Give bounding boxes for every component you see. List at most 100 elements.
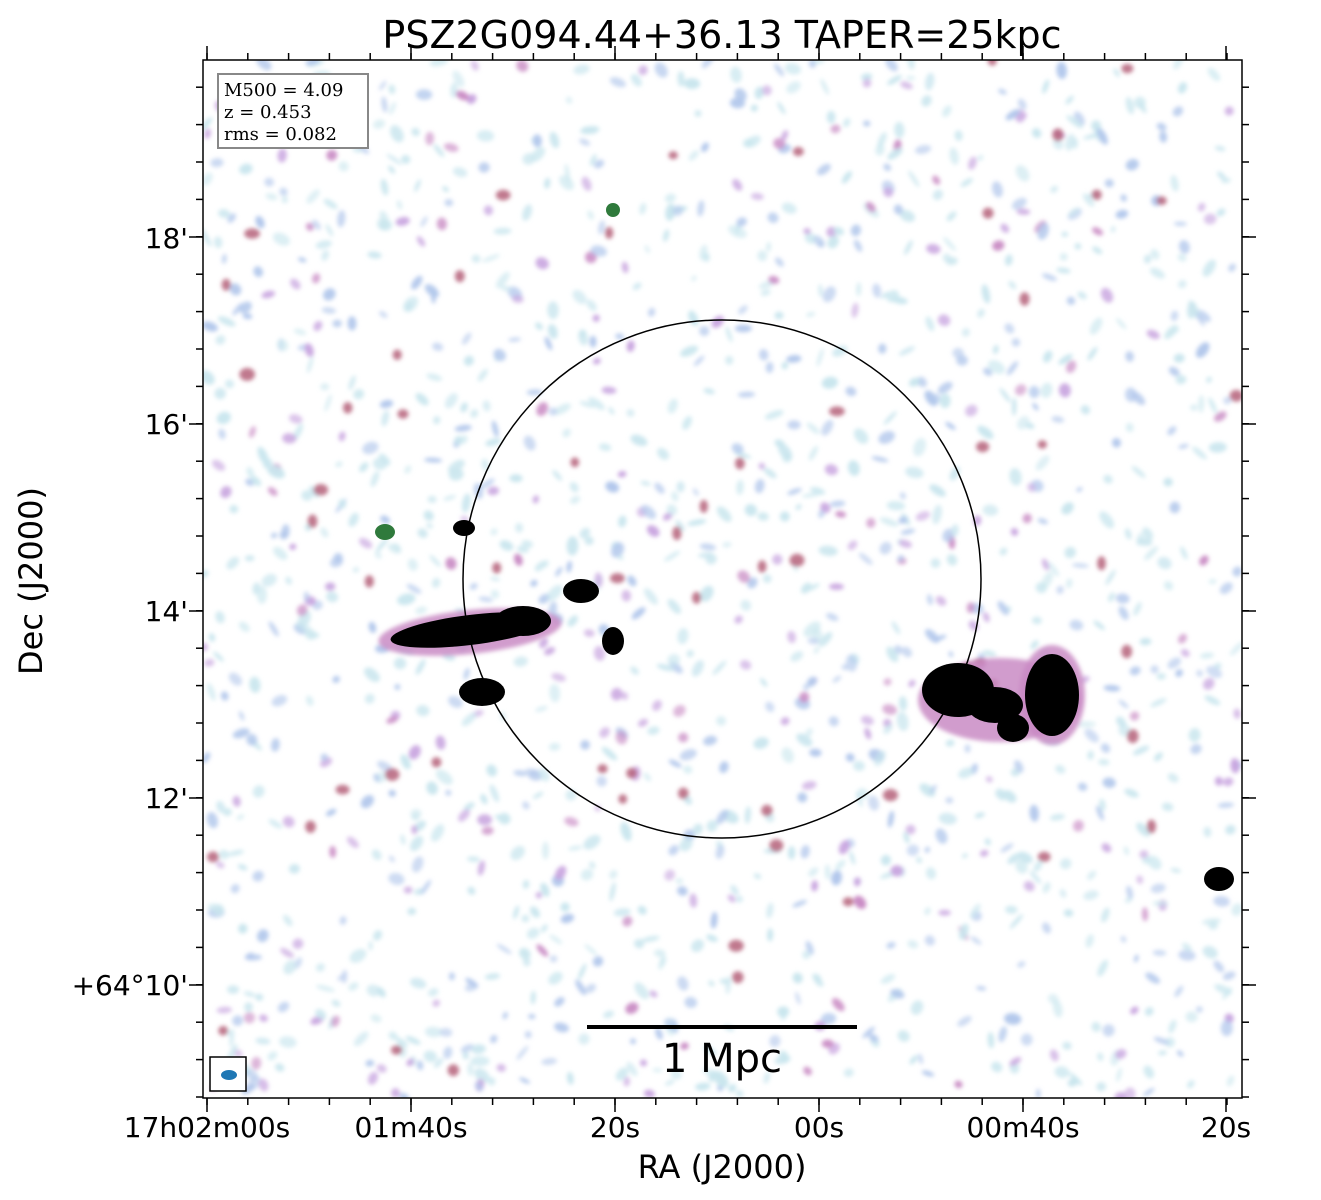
noise-blob — [215, 611, 225, 624]
noise-blob — [820, 1012, 837, 1025]
source-compact-4 — [453, 520, 475, 536]
noise-blob — [470, 409, 479, 418]
y-tick-label: 16' — [145, 408, 188, 441]
noise-blob — [878, 343, 887, 354]
noise-blob — [1049, 813, 1065, 821]
noise-blob — [1023, 880, 1035, 892]
noise-blob — [817, 240, 824, 248]
noise-blob — [734, 324, 752, 333]
noise-blob — [679, 837, 693, 852]
noise-blob — [379, 310, 388, 319]
noise-blob — [976, 986, 987, 991]
noise-blob — [495, 814, 501, 820]
noise-blob — [683, 78, 701, 90]
noise-blob — [403, 886, 413, 894]
noise-blob — [835, 511, 847, 518]
noise-blob — [282, 433, 297, 444]
faint-source — [221, 278, 231, 291]
noise-blob — [397, 593, 416, 606]
noise-blob — [630, 74, 642, 87]
noise-blob — [1206, 376, 1212, 383]
noise-blob — [329, 845, 337, 858]
info-redshift: z = 0.453 — [224, 102, 312, 123]
noise-blob — [496, 1063, 506, 1072]
noise-blob — [747, 577, 758, 589]
noise-blob — [578, 963, 587, 980]
noise-blob — [821, 376, 839, 389]
noise-blob — [1220, 1019, 1233, 1037]
noise-blob — [304, 343, 314, 357]
noise-blob — [1202, 259, 1216, 277]
noise-blob — [239, 163, 253, 175]
noise-blob — [1056, 267, 1071, 274]
noise-blob — [716, 809, 729, 825]
noise-blob — [1139, 850, 1149, 859]
noise-blob — [1015, 165, 1030, 182]
noise-blob — [535, 322, 543, 331]
noise-blob — [763, 467, 777, 479]
noise-blob — [1068, 207, 1080, 217]
noise-blob — [519, 947, 531, 960]
noise-blob — [711, 315, 724, 329]
noise-blob — [880, 854, 892, 866]
noise-blob — [795, 504, 802, 511]
noise-blob — [841, 664, 849, 671]
noise-blob — [977, 308, 985, 318]
noise-blob — [1037, 222, 1049, 240]
noise-blob — [224, 379, 235, 389]
noise-blob — [261, 290, 276, 299]
noise-blob — [951, 524, 959, 537]
noise-blob — [1072, 563, 1089, 568]
noise-blob — [977, 425, 994, 439]
noise-blob — [824, 864, 831, 880]
noise-blob — [542, 841, 549, 860]
noise-blob — [1177, 82, 1188, 94]
noise-blob — [443, 143, 459, 152]
noise-blob — [367, 1071, 379, 1085]
noise-blob — [1216, 208, 1226, 217]
noise-blob — [821, 419, 834, 436]
noise-blob — [1104, 178, 1114, 188]
source-complex-east-c — [997, 714, 1029, 742]
noise-blob — [564, 163, 571, 184]
noise-blob — [632, 282, 642, 291]
noise-blob — [620, 821, 632, 842]
noise-blob — [273, 546, 288, 560]
noise-blob — [594, 572, 603, 588]
noise-blob — [572, 289, 587, 305]
noise-blob — [998, 88, 1007, 95]
noise-blob — [915, 511, 931, 521]
noise-blob — [1035, 582, 1047, 594]
noise-blob — [1167, 426, 1177, 436]
noise-blob — [605, 481, 620, 493]
noise-blob — [885, 60, 898, 72]
noise-blob — [677, 886, 688, 896]
noise-blob — [388, 165, 396, 174]
noise-blob — [1125, 351, 1134, 362]
noise-blob — [758, 462, 766, 470]
noise-blob — [1041, 558, 1050, 571]
noise-blob — [326, 591, 339, 603]
noise-blob — [1230, 758, 1240, 774]
noise-blob — [667, 398, 678, 414]
noise-blob — [566, 1071, 574, 1085]
noise-blob — [1196, 669, 1204, 677]
noise-blob — [485, 438, 502, 447]
noise-blob — [609, 870, 618, 879]
noise-blob — [538, 768, 550, 782]
noise-blob — [532, 134, 542, 148]
noise-blob — [261, 573, 277, 587]
noise-blob — [1072, 819, 1084, 832]
noise-blob — [638, 65, 648, 76]
noise-blob — [1037, 518, 1048, 525]
noise-blob — [932, 189, 944, 201]
noise-blob — [824, 464, 839, 476]
noise-blob — [1009, 1057, 1022, 1066]
noise-blob — [617, 555, 624, 560]
noise-blob — [540, 882, 550, 897]
faint-source — [239, 367, 255, 381]
noise-blob — [511, 295, 524, 304]
faint-source — [1146, 819, 1156, 834]
noise-blob — [378, 453, 391, 466]
noise-blob — [587, 210, 594, 220]
